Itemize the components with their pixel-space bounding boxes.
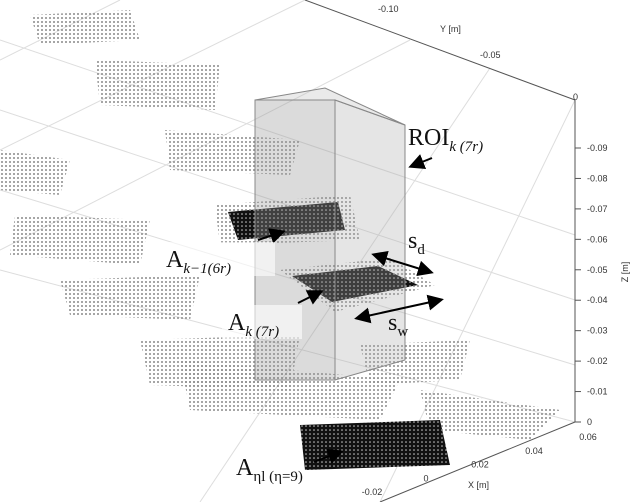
y-tick-label: -0.05 [480, 50, 501, 60]
y-tick-label: 0 [573, 92, 578, 102]
s-d-sub: d [417, 242, 425, 258]
a-eta-main: A [236, 455, 254, 481]
z-axis-label: Z [m] [620, 262, 630, 283]
a-prev-sub: k−1(6r) [183, 261, 231, 277]
y-axis-label: Y [m] [440, 24, 461, 34]
x-tick-label: 0.04 [525, 446, 543, 456]
label-backdrop [160, 242, 275, 276]
x-tick-label: -0.02 [362, 487, 383, 497]
a-eta-sub: ηl (η=9) [253, 469, 303, 485]
annotation-arrows [257, 154, 444, 464]
s-w-label: sw [388, 310, 408, 340]
z-tick-label: -0.04 [587, 295, 608, 305]
a-k-main: A [228, 310, 246, 336]
axes [304, 0, 576, 502]
a-k-sub: k (7r) [245, 324, 279, 340]
a-eta-label: Aηl (η=9) [236, 455, 303, 485]
z-tick-label: -0.08 [587, 173, 608, 183]
label-backdrop [222, 305, 302, 339]
z-tick-label: -0.05 [587, 265, 608, 275]
x-tick-label: 0 [423, 473, 428, 483]
s-d-main: s [408, 228, 417, 254]
z-tick-label: -0.07 [587, 204, 608, 214]
y-tick-label: -0.10 [378, 4, 399, 14]
s-w-sub: w [397, 324, 408, 340]
s-w-main: s [388, 310, 397, 336]
z-tick-label: -0.06 [587, 234, 608, 244]
z-tick-label: -0.09 [587, 143, 608, 153]
roi-sub: k (7r) [449, 139, 483, 155]
x-tick-label: 0.02 [471, 460, 489, 470]
s-d-label: sd [408, 228, 425, 258]
a-prev-label: Ak−1(6r) [166, 247, 231, 277]
point-clouds [0, 10, 560, 470]
roi-main: ROI [408, 125, 449, 151]
x-axis-label: X [m] [468, 480, 489, 490]
a-k-label: Ak (7r) [228, 310, 279, 340]
x-tick-label: 0.06 [579, 432, 597, 442]
z-tick-label: -0.02 [587, 356, 608, 366]
a-prev-main: A [166, 247, 184, 273]
z-tick-label: 0 [587, 417, 592, 427]
z-tick-label: -0.03 [587, 326, 608, 336]
tick-labels: -0.09 -0.08 -0.07 -0.06 -0.05 -0.04 -0.03 -0.02… [362, 4, 608, 497]
roi-label: ROIk (7r) [408, 125, 483, 155]
z-tick-label: -0.01 [587, 387, 608, 397]
